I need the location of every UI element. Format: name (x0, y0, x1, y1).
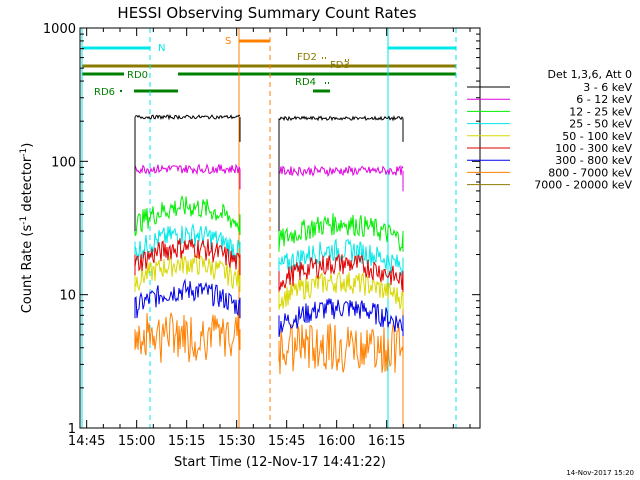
series-line-2-seg1 (134, 194, 241, 237)
series-line-4-seg1 (134, 252, 241, 292)
legend-label: 7000 - 20000 keV (534, 179, 632, 192)
timestamp: 14-Nov-2017 15:20 (566, 469, 634, 477)
y-label-part-1: Count Rate (s (20, 225, 35, 314)
x-tick-label: 15:45 (268, 434, 305, 449)
series-line-5-seg2 (278, 253, 404, 291)
legend-label: 6 - 12 keV (576, 93, 632, 106)
legend-title: Det 1,3,6, Att 0 (548, 68, 632, 81)
series-line-7-seg1 (134, 312, 241, 363)
flag-S-label: S (225, 36, 231, 47)
flag-N-label: N (158, 43, 165, 54)
y-label-sup-2: -1 (19, 148, 29, 157)
chart-title: HESSI Observing Summary Count Rates (117, 4, 416, 22)
axis-ticks: 14:45 15:00 15:15 15:30 15:45 16:00 16:15 1 10 10… (43, 22, 480, 449)
data-traces (134, 113, 404, 375)
series-line-1-seg1 (134, 163, 241, 176)
x-tick-label: 15:00 (118, 434, 155, 449)
y-label-part-2: detector (20, 156, 35, 216)
series-line-0-seg1 (134, 113, 241, 121)
flag-FD2-label: FD2 (297, 52, 317, 63)
legend-label: 100 - 300 keV (555, 142, 632, 155)
y-tick-label: 1 (68, 422, 76, 437)
series-line-0-seg2 (279, 115, 404, 122)
y-label-part-3: ) (20, 143, 35, 148)
legend-label: 800 - 7000 keV (548, 166, 632, 179)
series-line-3-seg2 (278, 238, 404, 276)
x-tick-label: 15:15 (168, 434, 205, 449)
flag-RD4-label: RD4 (295, 77, 316, 88)
series-line-1-seg2 (278, 164, 404, 178)
y-tick-label: 100 (51, 155, 76, 170)
flag-annotations: N S FD2 FD3 RD0 RD4 RD6 (82, 36, 456, 98)
series-line-6-seg1 (134, 278, 241, 319)
legend-label: 3 - 6 keV (583, 81, 632, 94)
legend-label: 300 - 800 keV (555, 154, 632, 167)
legend-label: 25 - 50 keV (569, 118, 632, 131)
y-tick-label: 10 (59, 289, 76, 304)
x-tick-label: 14:45 (68, 434, 105, 449)
series-line-6-seg2 (278, 298, 404, 338)
x-axis-label: Start Time (12-Nov-17 14:41:22) (174, 455, 386, 470)
y-tick-label: 1000 (43, 22, 76, 37)
series-line-4-seg2 (278, 271, 404, 310)
flag-RD6-label: RD6 (94, 87, 115, 98)
series-line-2-seg2 (278, 213, 404, 252)
plot-frame (79, 27, 481, 429)
y-axis-label: Count Rate (s-1 detector-1) (19, 143, 35, 314)
x-tick-label: 16:00 (318, 434, 355, 449)
y-label-sup-1: -1 (19, 216, 29, 225)
legend-label: 12 - 25 keV (569, 105, 632, 118)
flag-RD0-label: RD0 (127, 70, 148, 81)
legend-label: 50 - 100 keV (562, 130, 632, 143)
x-tick-label: 15:30 (218, 434, 255, 449)
x-tick-label: 16:15 (368, 434, 405, 449)
series-line-7-seg2 (278, 323, 404, 375)
event-lines (81, 28, 457, 428)
series-line-5-seg1 (134, 238, 241, 272)
flag-FD3-label: FD3 (330, 60, 350, 71)
